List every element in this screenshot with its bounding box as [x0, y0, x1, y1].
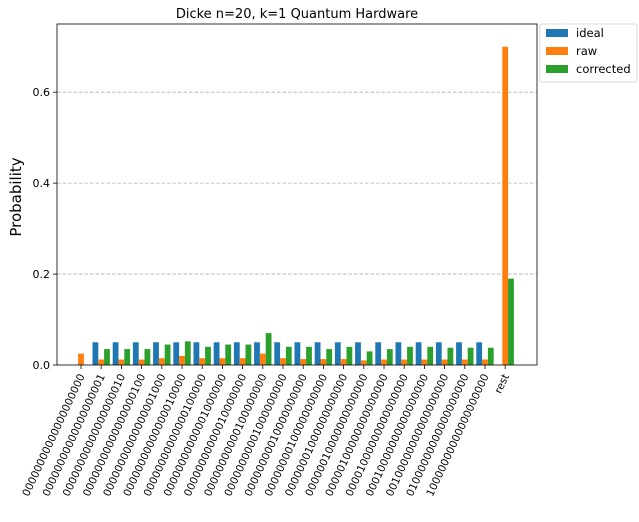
bar-raw — [482, 359, 488, 365]
bar-ideal — [213, 342, 220, 365]
bar-ideal — [254, 342, 260, 365]
bar-ideal — [274, 342, 281, 365]
bar-ideal — [153, 342, 159, 365]
bar-corrected — [386, 349, 393, 365]
bar-raw — [461, 359, 468, 365]
bar-raw — [199, 358, 206, 365]
legend-label-ideal: ideal — [576, 26, 604, 40]
bars — [78, 46, 514, 365]
bar-raw — [441, 359, 448, 365]
bar-raw — [280, 358, 286, 365]
bar-raw — [340, 359, 347, 365]
y-tick-label: 0.6 — [33, 86, 51, 99]
bar-corrected — [124, 349, 131, 365]
chart-title: Dicke n=20, k=1 Quantum Hardware — [176, 7, 418, 22]
bar-ideal — [395, 342, 402, 365]
bar-corrected — [306, 346, 312, 365]
bar-corrected — [447, 347, 454, 365]
bar-ideal — [415, 342, 422, 365]
bar-raw — [401, 359, 408, 365]
bar-ideal — [173, 342, 180, 365]
bar-ideal — [435, 342, 442, 365]
bar-raw — [239, 358, 246, 365]
plot-frame — [56, 23, 538, 366]
legend: ideal raw corrected — [539, 23, 638, 83]
bar-corrected — [144, 349, 151, 365]
bar-corrected — [285, 346, 292, 365]
bar-raw — [320, 359, 327, 365]
bar-raw — [259, 353, 266, 365]
bar-raw — [118, 359, 125, 365]
bar-ideal — [92, 342, 99, 365]
bar-raw — [421, 359, 428, 365]
bar-raw — [360, 360, 367, 365]
bar-ideal — [334, 342, 341, 365]
bar-ideal — [294, 342, 301, 365]
y-axis-label: Probability — [7, 157, 25, 236]
bar-corrected — [487, 347, 494, 365]
bar-corrected — [184, 341, 191, 365]
y-axis: 0.0 0.2 0.4 0.6 — [33, 86, 57, 372]
legend-label-corrected: corrected — [576, 62, 631, 76]
y-tick-label: 0.0 — [33, 359, 51, 372]
y-tick-label: 0.2 — [33, 268, 51, 281]
bar-ideal — [314, 342, 321, 365]
bar-corrected — [427, 346, 434, 365]
bar-raw — [300, 359, 307, 365]
bar-raw — [78, 353, 84, 365]
bar-corrected — [104, 349, 110, 365]
y-tick-label: 0.4 — [33, 177, 51, 190]
bar-corrected — [326, 349, 333, 365]
x-axis: 0000000000000000000000000000000000000001… — [20, 365, 512, 498]
bar-raw — [158, 358, 165, 365]
bar-corrected — [346, 346, 353, 365]
legend-swatch-ideal — [546, 29, 568, 37]
bar-ideal — [456, 342, 462, 365]
bar-corrected — [407, 346, 413, 365]
bar-corrected — [245, 344, 252, 365]
legend-swatch-raw — [546, 47, 568, 55]
bar-corrected — [265, 333, 272, 365]
bar-raw — [502, 46, 509, 365]
bar-corrected — [467, 347, 474, 365]
bar-corrected — [164, 344, 171, 365]
bar-raw — [138, 359, 145, 365]
bar-raw — [381, 359, 387, 365]
bar-ideal — [193, 342, 200, 365]
bar-ideal — [233, 342, 240, 365]
bar-ideal — [375, 342, 382, 365]
bar-ideal — [112, 342, 119, 365]
bar-raw — [179, 355, 185, 365]
bar-raw — [219, 358, 226, 365]
legend-label-raw: raw — [576, 44, 597, 58]
bar-ideal — [132, 342, 139, 365]
gridlines — [57, 91, 537, 275]
bar-corrected — [508, 278, 514, 365]
bar-ideal — [476, 342, 483, 365]
bar-corrected — [225, 344, 232, 365]
bar-corrected — [205, 346, 211, 365]
legend-swatch-corrected — [546, 65, 568, 73]
bar-corrected — [366, 351, 373, 365]
bar-raw — [98, 359, 105, 365]
x-tick-label: rest — [493, 372, 512, 395]
bar-ideal — [355, 342, 361, 365]
